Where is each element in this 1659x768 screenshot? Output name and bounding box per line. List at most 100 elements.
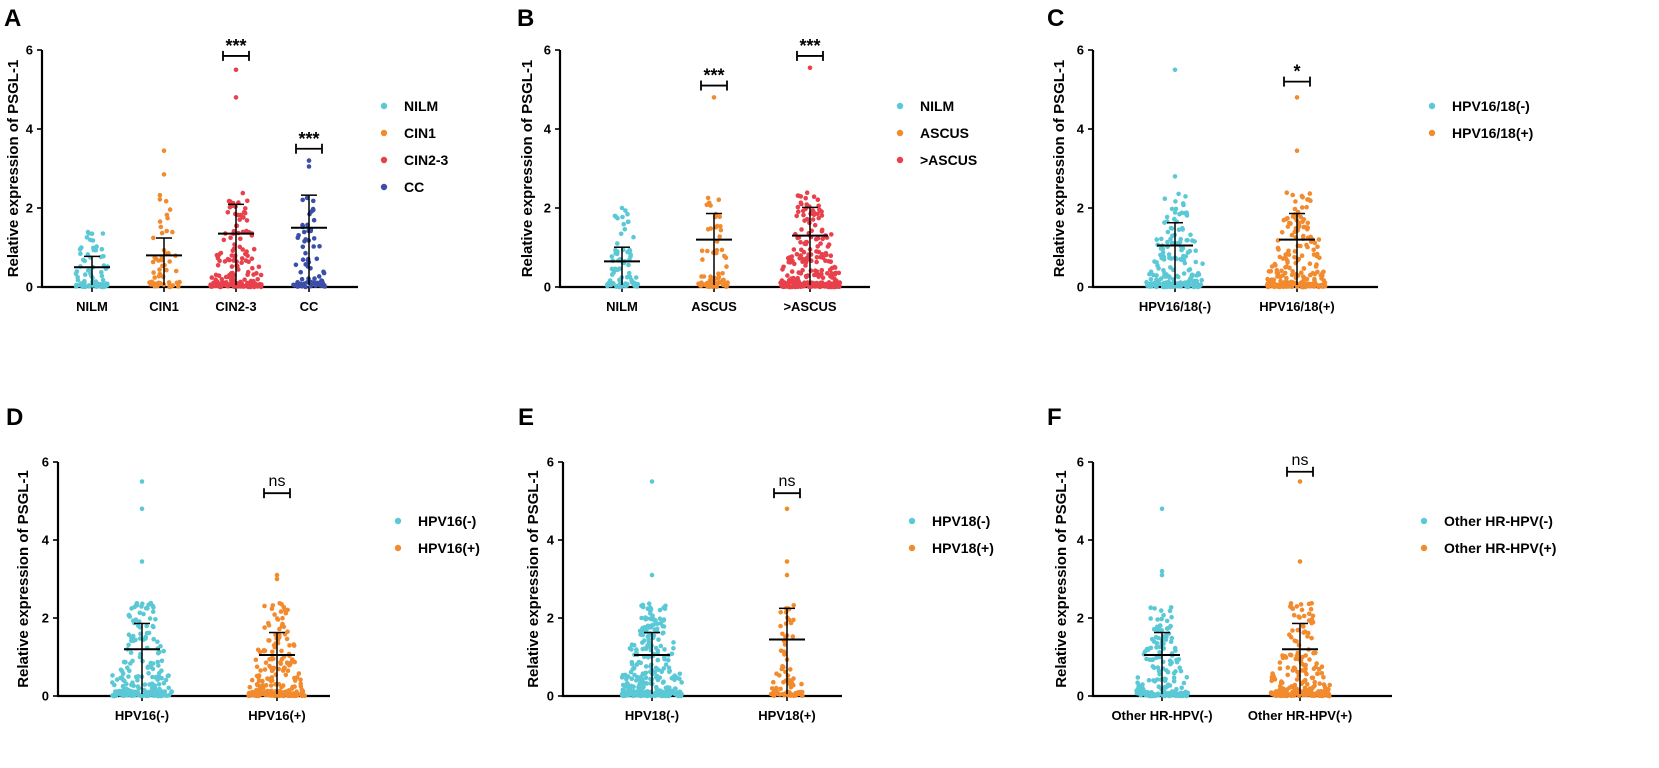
data-point (1294, 95, 1300, 100)
data-point (170, 283, 176, 288)
data-point (645, 642, 650, 648)
data-point (143, 634, 148, 640)
data-point (717, 234, 722, 239)
data-point (784, 572, 790, 578)
panel-d: D Relative expression of PSGL-1 0 2 4 6 HPV16(… (6, 404, 480, 723)
y-tick-label: 4 (42, 533, 50, 548)
data-point (1148, 277, 1154, 282)
data-point (1168, 691, 1173, 696)
data-point (639, 615, 644, 621)
data-point (166, 685, 171, 691)
data-point (119, 688, 125, 694)
data-point (209, 275, 215, 280)
data-point (605, 282, 610, 287)
data-point (97, 283, 102, 289)
data-point (239, 260, 244, 266)
y-tick-label: 2 (544, 201, 551, 216)
data-point (826, 242, 832, 247)
data-point (666, 658, 671, 663)
data-point (1283, 252, 1288, 257)
data-point (255, 682, 260, 688)
data-point (1164, 691, 1169, 696)
data-point (792, 284, 798, 290)
data-point (135, 684, 141, 689)
data-point (1321, 675, 1326, 680)
data-point (1290, 192, 1295, 198)
data-point (150, 603, 155, 609)
significance-label: *** (703, 66, 724, 86)
data-point (811, 194, 817, 199)
y-tick-label: 4 (1077, 533, 1085, 548)
data-point (291, 282, 296, 288)
data-point (1269, 678, 1274, 684)
data-point (815, 197, 821, 202)
data-point (272, 643, 277, 648)
data-point (151, 235, 156, 241)
data-point (710, 284, 716, 290)
data-point (1286, 252, 1292, 257)
data-point (1193, 259, 1199, 265)
data-point (258, 668, 263, 673)
data-point (1169, 614, 1174, 620)
data-point (158, 281, 163, 286)
data-point (625, 211, 630, 217)
data-point (1152, 259, 1157, 264)
data-point (1162, 684, 1168, 690)
data-point (662, 655, 667, 660)
data-point (801, 212, 806, 218)
data-point (285, 668, 291, 673)
data-point (112, 682, 117, 688)
data-point (720, 271, 725, 276)
data-point (100, 231, 106, 236)
data-point (99, 270, 104, 275)
data-point (274, 576, 280, 582)
data-point (276, 693, 282, 699)
panel-letter: B (517, 5, 534, 32)
data-point (700, 257, 705, 262)
data-point (791, 603, 796, 608)
data-point (1280, 653, 1285, 658)
data-point (784, 506, 790, 512)
data-point (836, 270, 842, 276)
data-point (1278, 278, 1283, 284)
data-point (166, 673, 171, 678)
data-point (157, 192, 163, 198)
data-point (139, 559, 145, 564)
data-point (150, 623, 156, 629)
data-point (1307, 657, 1312, 662)
data-point (649, 623, 654, 628)
legend-label: HPV18(+) (932, 540, 994, 556)
data-point (1305, 634, 1310, 639)
data-point (167, 207, 173, 212)
data-point (243, 206, 248, 211)
data-point (245, 198, 250, 204)
data-point (82, 281, 87, 286)
data-point (804, 216, 810, 222)
data-point (786, 284, 792, 290)
data-point (1305, 220, 1311, 226)
data-point (795, 690, 801, 696)
data-point (1169, 635, 1175, 641)
data-point (1166, 279, 1171, 285)
data-point (705, 280, 711, 286)
data-point (1294, 653, 1300, 659)
data-point (674, 675, 680, 681)
data-point (791, 247, 797, 252)
data-point (279, 684, 284, 690)
data-point (788, 667, 793, 672)
data-point (158, 273, 163, 278)
data-point (1287, 652, 1293, 658)
legend-marker (908, 517, 916, 525)
data-point (1327, 682, 1332, 688)
data-point (634, 689, 639, 695)
panel-letter: D (6, 404, 23, 431)
data-point (1295, 627, 1301, 633)
data-point (610, 281, 615, 286)
data-point (1283, 655, 1289, 660)
panel-letter: A (4, 5, 21, 32)
data-point (156, 258, 161, 263)
data-point (787, 691, 792, 696)
data-point (1184, 238, 1189, 243)
data-point (1292, 229, 1297, 235)
